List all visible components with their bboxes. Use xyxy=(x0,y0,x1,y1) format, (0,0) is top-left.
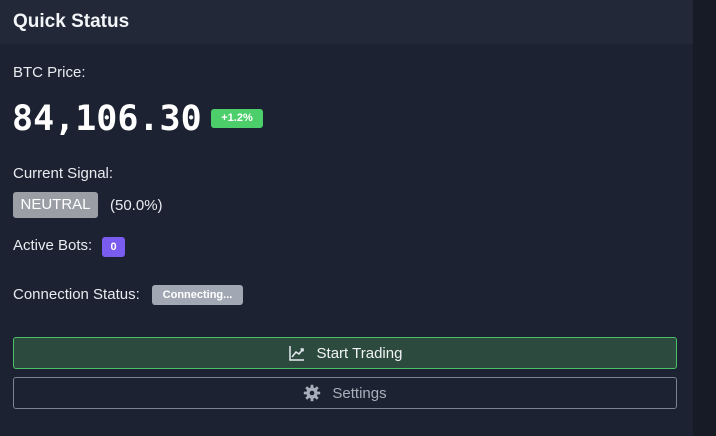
connection-status-label: Connection Status: xyxy=(13,286,140,303)
btc-price-value: 84,106.30 xyxy=(12,99,202,139)
start-trading-button[interactable]: Start Trading xyxy=(13,337,677,369)
settings-label: Settings xyxy=(332,384,387,402)
start-trading-label: Start Trading xyxy=(316,344,403,362)
signal-badge: NEUTRAL xyxy=(13,192,98,218)
quick-status-card: Quick Status BTC Price: 84,106.30 +1.2% … xyxy=(0,0,693,436)
connection-status-badge: Connecting... xyxy=(152,285,243,305)
card-header: Quick Status xyxy=(0,0,693,44)
chart-line-icon xyxy=(288,344,306,362)
card-title: Quick Status xyxy=(13,11,130,32)
signal-confidence: (50.0%) xyxy=(110,197,163,214)
active-bots-label: Active Bots: xyxy=(13,237,93,254)
current-signal-label: Current Signal: xyxy=(13,165,114,182)
active-bots-badge: 0 xyxy=(102,237,125,257)
settings-button[interactable]: Settings xyxy=(13,377,677,409)
price-change-badge: +1.2% xyxy=(211,109,263,128)
btc-price-label: BTC Price: xyxy=(13,64,86,81)
gear-icon xyxy=(303,384,321,402)
